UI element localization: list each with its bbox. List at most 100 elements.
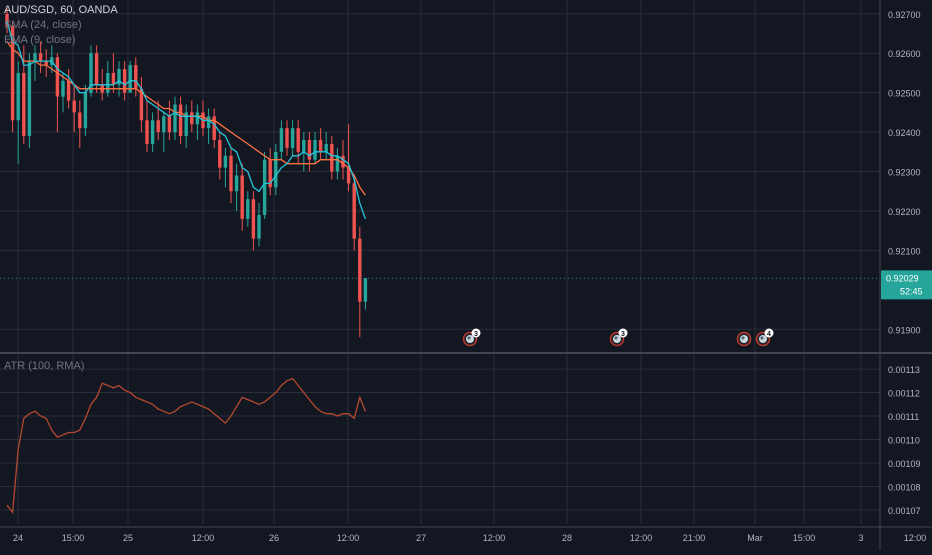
ema-legend[interactable]: EMA (9, close) <box>4 34 76 46</box>
atr-legend: ATR (100, RMA) <box>4 359 84 374</box>
event-count-badge <box>618 328 628 338</box>
price-tag-value: 0.92029 <box>886 273 919 283</box>
candle-body[interactable] <box>335 155 340 172</box>
candle-body[interactable] <box>223 155 228 168</box>
time-tick-label: 21:00 <box>683 533 706 543</box>
flag-icon-detail <box>614 336 618 340</box>
candle-body[interactable] <box>61 80 65 97</box>
symbol-title[interactable]: AUD/SGD, 60, OANDA <box>4 4 118 16</box>
time-tick-label: 12:00 <box>630 533 653 543</box>
candle-body[interactable] <box>5 13 9 26</box>
candle-body[interactable] <box>274 151 278 188</box>
candle-body[interactable] <box>33 53 37 62</box>
candle-body[interactable] <box>145 120 149 144</box>
candle-body[interactable] <box>66 80 71 101</box>
candle-body[interactable] <box>94 53 99 85</box>
atr-tick-label: 0.00110 <box>888 436 920 446</box>
atr-title[interactable]: ATR (100, RMA) <box>4 360 85 372</box>
price-tick-label: 0.91900 <box>888 325 921 335</box>
price-tick-label: 0.92500 <box>888 89 921 99</box>
candle-body[interactable] <box>128 65 132 93</box>
candle-body[interactable] <box>10 25 15 121</box>
candle-body[interactable] <box>240 175 244 219</box>
candle-body[interactable] <box>313 140 317 160</box>
time-tick-label: 25 <box>123 533 133 543</box>
atr-tick-label: 0.00108 <box>888 482 921 492</box>
candle-body[interactable] <box>16 72 20 121</box>
time-tick-label: 15:00 <box>62 533 85 543</box>
candle-body[interactable] <box>218 140 222 168</box>
flag-icon-detail <box>741 336 745 340</box>
candle-body[interactable] <box>27 61 32 137</box>
candle-body[interactable] <box>346 167 351 184</box>
price-tick-label: 0.92400 <box>888 128 921 138</box>
main-legend: AUD/SGD, 60, OANDA SMA (24, close) EMA (… <box>4 3 118 48</box>
candle-body[interactable] <box>156 120 160 133</box>
candle-body[interactable] <box>212 116 216 141</box>
candle-body[interactable] <box>178 104 183 137</box>
time-tick-label: 12:00 <box>337 533 360 543</box>
candle-body[interactable] <box>167 116 172 133</box>
price-tick-label: 0.92300 <box>888 168 921 178</box>
candle-body[interactable] <box>206 116 211 129</box>
event-count: 3 <box>621 331 625 338</box>
price-tick-label: 0.92700 <box>888 10 921 20</box>
atr-tick-label: 0.00112 <box>888 389 920 399</box>
candle-body[interactable] <box>246 199 250 219</box>
candle-body[interactable] <box>89 53 93 93</box>
candle-body[interactable] <box>106 72 110 93</box>
candle-body[interactable] <box>72 100 76 113</box>
candle-body[interactable] <box>44 61 48 66</box>
candle-body[interactable] <box>229 155 233 192</box>
candle-body[interactable] <box>352 183 356 239</box>
candle-body[interactable] <box>330 143 334 172</box>
candle-body[interactable] <box>83 92 88 129</box>
candle-body[interactable] <box>111 72 116 85</box>
candle-body[interactable] <box>279 128 284 152</box>
candle-body[interactable] <box>38 53 43 62</box>
event-count: 3 <box>474 331 478 338</box>
atr-tick-label: 0.00111 <box>888 412 919 422</box>
candle-body[interactable] <box>190 112 194 125</box>
candle-body[interactable] <box>363 278 368 302</box>
flag-icon-detail <box>760 336 764 340</box>
candle-body[interactable] <box>234 175 239 192</box>
candle-body[interactable] <box>162 116 166 133</box>
candle-body[interactable] <box>78 112 82 129</box>
candle-body[interactable] <box>358 238 362 302</box>
candle-body[interactable] <box>184 112 188 137</box>
price-tick-label: 0.92600 <box>888 49 921 59</box>
candle-body[interactable] <box>55 57 60 97</box>
time-tick-label: 26 <box>269 533 279 543</box>
candle-body[interactable] <box>318 140 323 152</box>
candle-body[interactable] <box>139 88 144 121</box>
candle-body[interactable] <box>268 159 272 188</box>
candle-body[interactable] <box>290 128 295 148</box>
candle-body[interactable] <box>117 69 121 85</box>
candle-body[interactable] <box>150 120 155 144</box>
price-tag <box>881 270 932 300</box>
candle-body[interactable] <box>341 155 345 168</box>
candle-body[interactable] <box>262 159 267 215</box>
candle-body[interactable] <box>296 128 300 152</box>
candle-body[interactable] <box>324 143 328 152</box>
candle-body[interactable] <box>257 214 261 239</box>
candle-body[interactable] <box>173 104 177 133</box>
candle-body[interactable] <box>134 65 138 89</box>
candle-body[interactable] <box>302 140 306 152</box>
price-tick-label: 0.92200 <box>888 207 921 217</box>
sma-legend[interactable]: SMA (24, close) <box>4 19 82 31</box>
candle-body[interactable] <box>22 72 26 137</box>
flag-icon-detail <box>467 336 471 340</box>
time-tick-label: 24 <box>13 533 23 543</box>
candle-body[interactable] <box>307 140 312 160</box>
candle-body[interactable] <box>285 128 289 148</box>
atr-tick-label: 0.00109 <box>888 459 921 469</box>
candle-body[interactable] <box>251 199 256 239</box>
candle-body[interactable] <box>122 69 127 93</box>
time-tick-label: 28 <box>562 533 572 543</box>
candle-body[interactable] <box>195 112 200 125</box>
